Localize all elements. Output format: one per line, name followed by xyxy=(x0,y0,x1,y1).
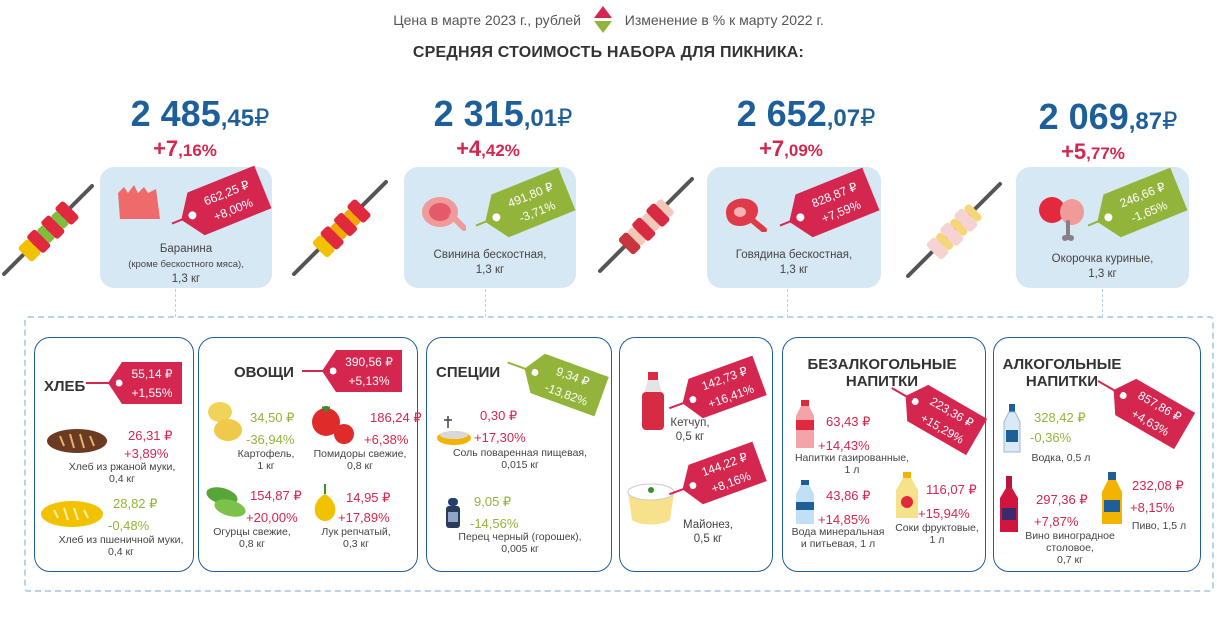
bread-icon xyxy=(47,429,107,453)
item-label-juice: Соки фруктовые, 1 л xyxy=(895,522,979,546)
price-tag-soft-drinks: 223,36 ₽ +15,29% xyxy=(891,376,990,458)
beer-icon xyxy=(1102,472,1122,524)
skewer-icon xyxy=(292,180,388,276)
lamb-icon xyxy=(118,185,160,219)
beef-icon xyxy=(726,198,767,232)
item-label-water: Вода минеральная и питьевая, 1 л xyxy=(791,526,885,550)
chicken-leg-icon xyxy=(1039,197,1084,241)
card-soft-drinks xyxy=(782,337,986,572)
item-label-wheat-bread: Хлеб из пшеничной муки, 0,4 кг xyxy=(58,534,184,558)
item-label-cucumber: Огурцы свежие, 0,8 кг xyxy=(213,526,291,550)
page-title: СРЕДНЯЯ СТОИМОСТЬ НАБОРА ДЛЯ ПИКНИКА: xyxy=(412,44,805,61)
juice-icon xyxy=(896,472,918,518)
connector-line xyxy=(175,289,176,317)
cucumber-icon xyxy=(206,487,246,517)
skewer-icon xyxy=(2,184,94,276)
legend: Цена в марте 2023 г., рублей Изменение в… xyxy=(0,6,1217,34)
set-total-4: 2 069,87₽ +5,77% xyxy=(1038,96,1178,164)
common-items-frame xyxy=(24,316,1214,592)
item-label-wine: Вино виноградное столовое, 0,7 кг xyxy=(1025,530,1115,566)
skewer-icon xyxy=(906,182,1002,278)
item-label-pepper: Перец черный (горошек), 0,005 кг xyxy=(458,531,582,555)
item-label-vodka: Водка, 0,5 л xyxy=(1031,452,1091,464)
card-title-bread: ХЛЕБ xyxy=(44,378,86,395)
card-title-alcohol: АЛКОГОЛЬНЫЕ НАПИТКИ xyxy=(1002,356,1122,390)
item-label-rye-bread: Хлеб из ржаной муки, 0,4 кг xyxy=(68,461,176,485)
up-down-arrows-icon xyxy=(593,6,612,33)
mayonnaise-icon xyxy=(627,483,675,525)
ketchup-icon xyxy=(642,372,664,430)
meat-label-beef: Говядина бескостная, 1,3 кг xyxy=(735,249,853,276)
card-alcohol xyxy=(993,337,1201,572)
meat-label-chicken: Окорочка куриные, 1,3 кг xyxy=(1051,253,1154,280)
potato-icon xyxy=(208,402,242,441)
set-total-2: 2 315,01₽ +4,42% xyxy=(433,93,573,161)
price-tag-lamb: 662,25 ₽ +8,00% xyxy=(171,163,274,243)
water-icon xyxy=(796,480,814,524)
item-label-mayonnaise: Майонез, 0,5 кг xyxy=(683,519,733,545)
item-label-potato: Картофель, 1 кг xyxy=(237,448,295,472)
soda-icon xyxy=(796,400,814,448)
item-label-beer: Пиво, 1,5 л xyxy=(1131,520,1187,532)
price-tag-mayonnaise: 144,22 ₽ +8,16% xyxy=(669,439,770,511)
meat-label-pork: Свинина бескостная, 1,3 кг xyxy=(433,249,547,276)
item-label-ketchup: Кетчуп, 0,5 кг xyxy=(670,417,710,443)
bread-icon xyxy=(41,501,103,527)
legend-change-label: Изменение в % к марту 2022 г. xyxy=(624,12,824,28)
salt-icon xyxy=(437,416,471,445)
vodka-icon xyxy=(1003,404,1021,453)
set-total-3: 2 652,07₽ +7,09% xyxy=(736,93,876,161)
pepper-icon xyxy=(446,498,460,528)
wine-icon xyxy=(1000,476,1018,532)
item-label-salt: Соль поваренная пищевая, 0,015 кг xyxy=(452,447,588,471)
price-tag-chicken: 246,66 ₽ -1,65% xyxy=(1087,165,1190,245)
price-tag-pork: 491,80 ₽ -3,71% xyxy=(475,165,578,245)
set-total-1: 2 485,45₽ +7,16% xyxy=(130,93,270,161)
connector-line xyxy=(1102,289,1103,317)
price-tag-beef: 828,87 ₽ +7,59% xyxy=(779,165,882,245)
price-tag-alcohol: 857,86 ₽ +4,63% xyxy=(1097,370,1198,452)
price-tag-ketchup: 142,73 ₽ +16,41% xyxy=(669,353,770,425)
item-label-onion: Лук репчатый, 0,3 кг xyxy=(321,526,391,550)
price-tag-spices: 9,34 ₽ -13,82% xyxy=(507,347,612,419)
card-title-soft-drinks: БЕЗАЛКОГОЛЬНЫЕ НАПИТКИ xyxy=(807,356,957,390)
connector-line xyxy=(485,289,486,317)
onion-icon xyxy=(314,484,336,521)
meat-label-lamb: Баранина (кроме бескостного мяса), 1,3 к… xyxy=(128,243,244,285)
item-label-tomato: Помидоры свежие, 0,8 кг xyxy=(313,448,407,472)
skewer-icon xyxy=(598,177,694,273)
connector-line xyxy=(787,289,788,317)
card-title-spices: СПЕЦИИ xyxy=(436,364,501,381)
price-tag-bread: 55,14 ₽ +1,55% xyxy=(86,360,184,406)
price-tag-vegetables: 390,56 ₽ +5,13% xyxy=(302,348,404,394)
item-label-soda: Напитки газированные, 1 л xyxy=(794,452,910,476)
pork-icon xyxy=(422,197,466,231)
tomato-icon xyxy=(312,406,354,444)
legend-price-label: Цена в марте 2023 г., рублей xyxy=(393,12,581,28)
card-title-vegetables: ОВОЩИ xyxy=(234,364,294,381)
